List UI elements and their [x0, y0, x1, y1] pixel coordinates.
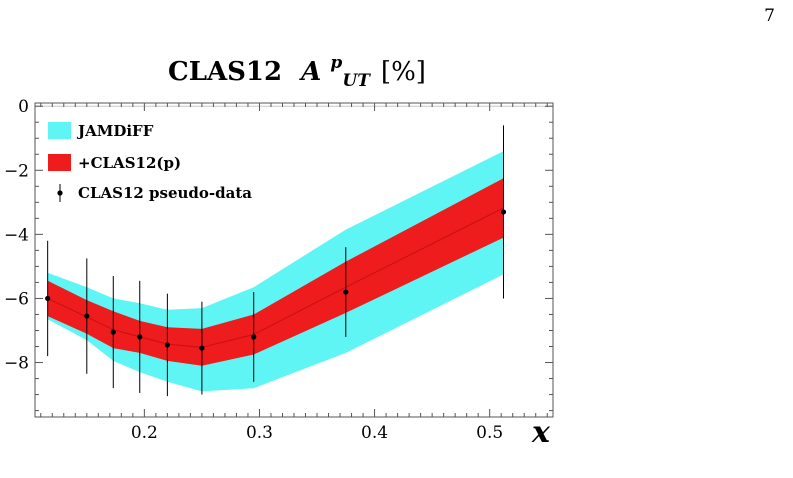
- data-point: [137, 334, 143, 340]
- x-tick-label: 0.4: [361, 423, 388, 443]
- y-tick-label: −4: [4, 225, 29, 245]
- band-clas12: [47, 178, 504, 366]
- x-axis-label: x: [531, 415, 551, 450]
- chart-title-suffix: [%]: [381, 57, 426, 87]
- y-tick-label: −6: [4, 289, 29, 309]
- legend-swatch-clas12: [48, 154, 71, 171]
- chart-title-symbol: A: [298, 57, 321, 87]
- chart-title-prefix: CLAS12: [168, 57, 282, 87]
- x-tick-label: 0.2: [131, 423, 158, 443]
- chart-title-subscript: UT: [342, 71, 371, 91]
- data-point: [164, 342, 170, 348]
- data-point: [343, 289, 349, 295]
- data-point: [251, 334, 257, 340]
- chart-title-superscript: p: [330, 53, 342, 73]
- legend-label-data: CLAS12 pseudo-data: [78, 184, 252, 202]
- page-number: 7: [764, 6, 775, 26]
- y-tick-label: −8: [4, 354, 29, 374]
- chart-title: CLAS12 A p UT [%]: [168, 45, 426, 93]
- data-point: [84, 313, 90, 319]
- y-tick-label: −2: [4, 161, 29, 181]
- data-point: [110, 329, 116, 335]
- legend-label-jamdiff: JAMDiFF: [76, 122, 154, 140]
- legend-label-clas12: +CLAS12(p): [78, 154, 181, 172]
- plot-area: 0 −2 −4 −6 −8 0.2 0.3 0.4 0.5 x JAMDiFF +CLAS12(p) C…: [4, 97, 554, 450]
- y-tick-label: 0: [18, 97, 29, 117]
- x-tick-label: 0.3: [246, 423, 273, 443]
- legend-swatch-jamdiff: [48, 122, 71, 139]
- x-tick-label: 0.5: [476, 423, 503, 443]
- data-point: [45, 295, 51, 302]
- data-point: [199, 345, 205, 351]
- legend-marker: [57, 190, 63, 196]
- legend: JAMDiFF +CLAS12(p) CLAS12 pseudo-data: [48, 122, 252, 202]
- data-point: [500, 209, 507, 215]
